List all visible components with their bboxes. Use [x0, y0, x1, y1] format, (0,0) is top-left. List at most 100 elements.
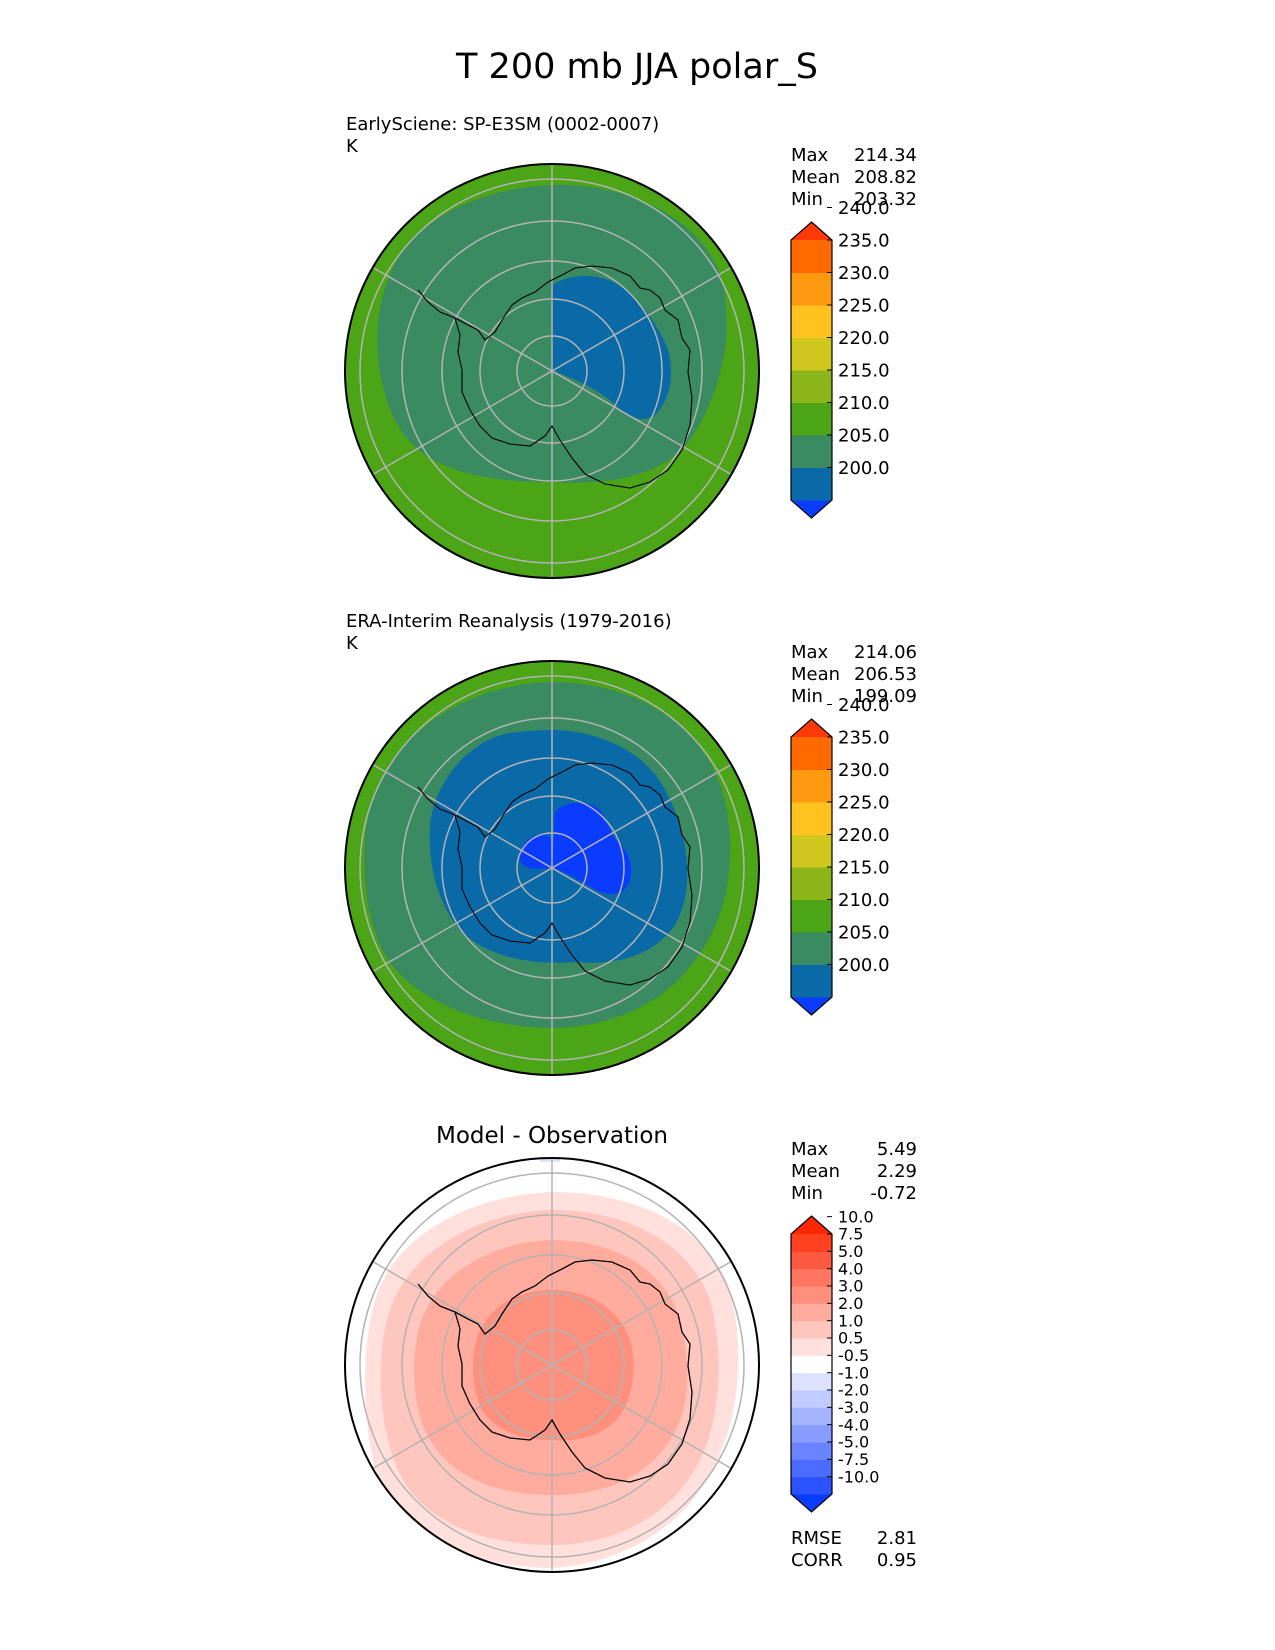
coastline	[417, 1259, 693, 1483]
colorbar-segment	[791, 867, 832, 900]
metric-label-corr: CORR	[791, 1550, 843, 1571]
graticule	[359, 661, 745, 1075]
panel-model: EarlySciene: SP-E3SM (0002-0007) K Max 2…	[344, 114, 917, 579]
colorbar-tick-label: 4.0	[838, 1259, 863, 1278]
colorbar-tick-label: 200.0	[838, 458, 890, 479]
colorbar-tick-label: 210.0	[838, 890, 890, 911]
colorbar-tick-label: 1.0	[838, 1311, 863, 1330]
stat-value-min: 199.09	[854, 686, 917, 707]
colorbar-extend-high	[791, 719, 832, 737]
stat-label-min: Min	[791, 686, 823, 707]
colorbar-segment	[791, 1476, 832, 1495]
colorbar-segment	[791, 1320, 832, 1339]
colorbar-segment	[791, 1251, 832, 1270]
colorbar-tick-label: 230.0	[838, 760, 890, 781]
stat-value-min: 203.32	[854, 189, 917, 210]
colorbar-tick-label: 215.0	[838, 857, 890, 878]
stat-value-mean: 206.53	[854, 664, 917, 685]
panel-units: K	[346, 136, 359, 157]
contour-200-205	[552, 275, 672, 420]
colorbar-segment	[791, 1234, 832, 1252]
colorbar-segment	[791, 1390, 832, 1408]
stat-label-mean: Mean	[791, 167, 840, 188]
panel-title: ERA-Interim Reanalysis (1979-2016)	[346, 611, 672, 632]
metrics-box: RMSE 2.81 CORR 0.95	[791, 1528, 917, 1571]
colorbar-tick-label: 220.0	[838, 825, 890, 846]
colorbar-tick-label: 225.0	[838, 295, 890, 316]
colorbar-tick-label: 210.0	[838, 393, 890, 414]
colorbar-tick-label: -5.0	[838, 1433, 869, 1452]
colorbar-extend-high	[791, 222, 832, 240]
colorbar-tick-label: -10.0	[838, 1467, 879, 1486]
panel-title: Model - Observation	[436, 1123, 668, 1149]
colorbar-extend-low	[791, 500, 832, 518]
colorbar-segment	[791, 899, 832, 933]
colorbar-tick-label: -7.5	[838, 1450, 869, 1469]
panel-title: EarlySciene: SP-E3SM (0002-0007)	[346, 114, 659, 135]
panel-difference: Model - Observation Max 5.49 Mean 2.29	[344, 1123, 917, 1573]
colorbar-tick-label: -3.0	[838, 1398, 869, 1417]
stat-label-max: Max	[791, 145, 829, 166]
panel-units: K	[346, 633, 359, 654]
colorbar-tick-label: 215.0	[838, 360, 890, 381]
coastline	[417, 265, 693, 489]
colorbar-tick-label: 10.0	[838, 1207, 874, 1226]
colorbar-segment	[791, 1407, 832, 1426]
stat-label-min: Min	[791, 1183, 823, 1204]
colorbar-segment	[791, 240, 832, 273]
colorbar-segment	[791, 802, 832, 835]
colorbar-tick-label: 225.0	[838, 792, 890, 813]
coastline	[417, 762, 693, 986]
graticule	[359, 164, 745, 578]
colorbar-tick-label: -0.5	[838, 1346, 869, 1365]
colorbar-tick-label: 200.0	[838, 955, 890, 976]
stat-label-min: Min	[791, 189, 823, 210]
graticule	[359, 1158, 745, 1572]
colorbar-segment	[791, 467, 832, 501]
colorbar: 200.0 205.0 210.0 215.0 220.0 225.0 230.0 235.0…	[790, 198, 890, 519]
colorbar-segment	[791, 337, 832, 371]
colorbar-segment	[791, 1355, 832, 1374]
colorbar-segment	[791, 1424, 832, 1443]
colorbar-segment	[791, 272, 832, 306]
colorbar-tick-label: 7.5	[838, 1225, 863, 1244]
contour-below-200	[519, 802, 632, 894]
map-boundary	[344, 1157, 760, 1573]
colorbar-segment	[791, 402, 832, 436]
metric-label-rmse: RMSE	[791, 1528, 842, 1549]
colorbar-segment	[791, 834, 832, 868]
map-boundary	[344, 660, 760, 1076]
colorbar-segment	[791, 435, 832, 468]
colorbar-tick-label: 205.0	[838, 922, 890, 943]
stat-label-max: Max	[791, 642, 829, 663]
stat-value-mean: 2.29	[877, 1161, 917, 1182]
colorbar-segment	[791, 737, 832, 770]
colorbar-tick-label: 240.0	[838, 198, 890, 219]
colorbar-tick-label: 3.0	[838, 1277, 863, 1296]
stat-label-max: Max	[791, 1139, 829, 1160]
colorbar-tick-label: -2.0	[838, 1381, 869, 1400]
colorbar-segment	[791, 1442, 832, 1460]
colorbar-segment	[791, 1268, 832, 1287]
colorbar-tick-label: -1.0	[838, 1363, 869, 1382]
colorbar-tick-label: 235.0	[838, 727, 890, 748]
colorbar-tick-label: 2.0	[838, 1294, 863, 1313]
colorbar-segment	[791, 1286, 832, 1304]
colorbar-extend-high	[791, 1216, 832, 1234]
figure-title: T 200 mb JJA polar_S	[455, 47, 818, 87]
stat-value-min: -0.72	[870, 1183, 917, 1204]
colorbar-extend-low	[791, 997, 832, 1015]
map-boundary	[344, 163, 760, 579]
stat-label-mean: Mean	[791, 664, 840, 685]
stats-box: Max 214.34 Mean 208.82 Min 203.32	[791, 145, 917, 210]
stat-label-mean: Mean	[791, 1161, 840, 1182]
colorbar-extend-low	[791, 1494, 832, 1512]
colorbar-segment	[791, 964, 832, 998]
colorbar-tick-label: 230.0	[838, 263, 890, 284]
metric-value-rmse: 2.81	[877, 1528, 917, 1549]
colorbar: 200.0 205.0 210.0 215.0 220.0 225.0 230.0 235.0…	[790, 695, 890, 1016]
metric-value-corr: 0.95	[877, 1550, 917, 1571]
colorbar-tick-label: 220.0	[838, 328, 890, 349]
colorbar-tick-label: 240.0	[838, 695, 890, 716]
